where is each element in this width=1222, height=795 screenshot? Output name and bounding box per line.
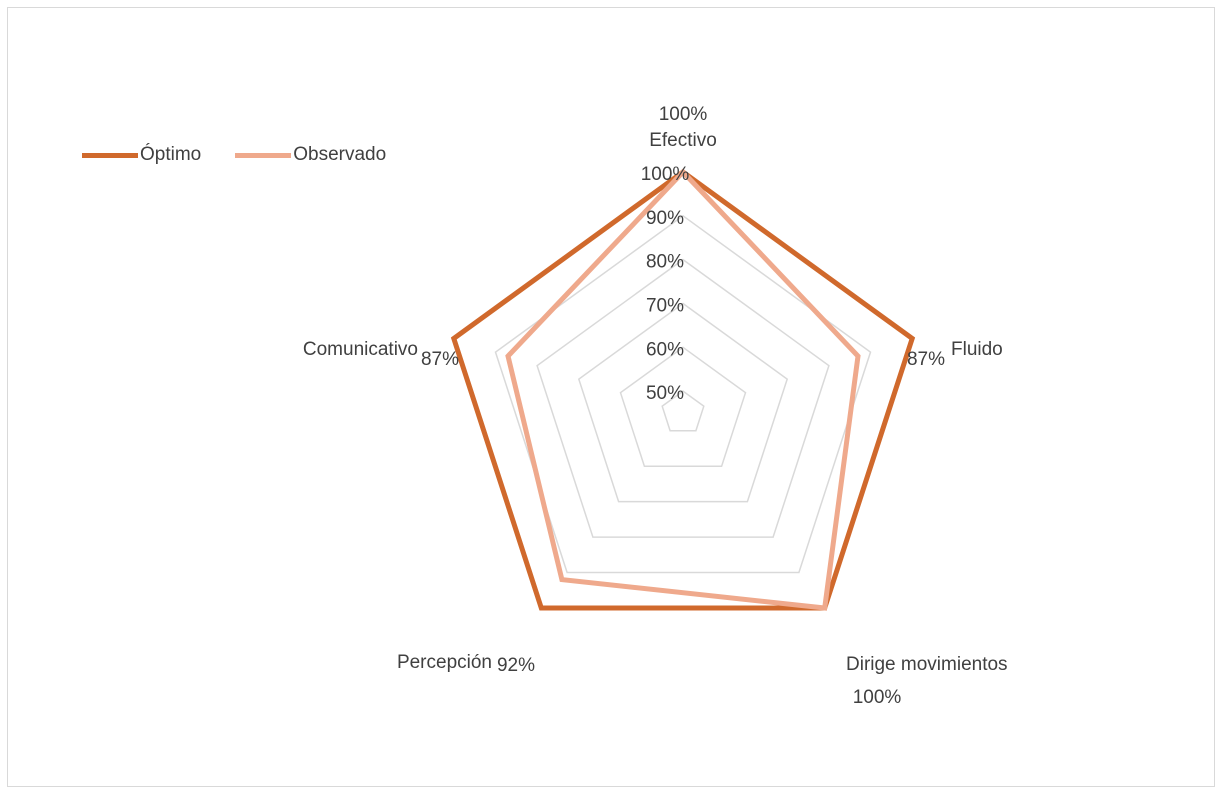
- grid-ring-1: [619, 346, 747, 467]
- axis-label-4: Comunicativo: [303, 339, 418, 360]
- axis-label-2: Dirige movimientos: [846, 654, 1008, 675]
- tick-label-4: 90%: [646, 208, 684, 229]
- chart-frame: Óptimo Observado 50% 60% 70% 80% 90% 100% Efec…: [7, 7, 1215, 787]
- grid-ring-3: [536, 258, 830, 538]
- axis-label-3: Percepción: [397, 652, 492, 673]
- series-line-0: [450, 168, 916, 611]
- legend-item-observado: Observado: [235, 144, 386, 166]
- data-label-1: 87%: [907, 349, 945, 370]
- legend: Óptimo Observado: [82, 144, 420, 166]
- legend-swatch-optimo: [82, 152, 138, 158]
- series-line-1: [505, 168, 861, 611]
- legend-item-optimo: Óptimo: [82, 144, 201, 166]
- axis-label-0: Efectivo: [649, 130, 717, 151]
- axis-label-1: Fluido: [951, 339, 1003, 360]
- data-label-4: 87%: [421, 349, 459, 370]
- tick-label-5: 100%: [641, 164, 690, 185]
- legend-label-optimo: Óptimo: [140, 144, 202, 165]
- data-label-0: 100%: [659, 104, 708, 125]
- tick-label-2: 70%: [646, 295, 684, 316]
- grid-ring-0: [661, 390, 705, 432]
- data-label-2: 100%: [853, 687, 902, 708]
- data-label-3: 92%: [497, 655, 535, 676]
- tick-label-1: 60%: [646, 339, 684, 360]
- legend-label-observado: Observado: [293, 144, 387, 165]
- grid-ring-2: [577, 302, 789, 503]
- radar-chart: 50% 60% 70% 80% 90% 100% Efectivo Fluido Dirige …: [303, 104, 1008, 708]
- legend-swatch-observado: [235, 152, 292, 158]
- tick-label-0: 50%: [646, 383, 684, 404]
- grid-ring-4: [494, 214, 872, 574]
- tick-label-3: 80%: [646, 252, 684, 273]
